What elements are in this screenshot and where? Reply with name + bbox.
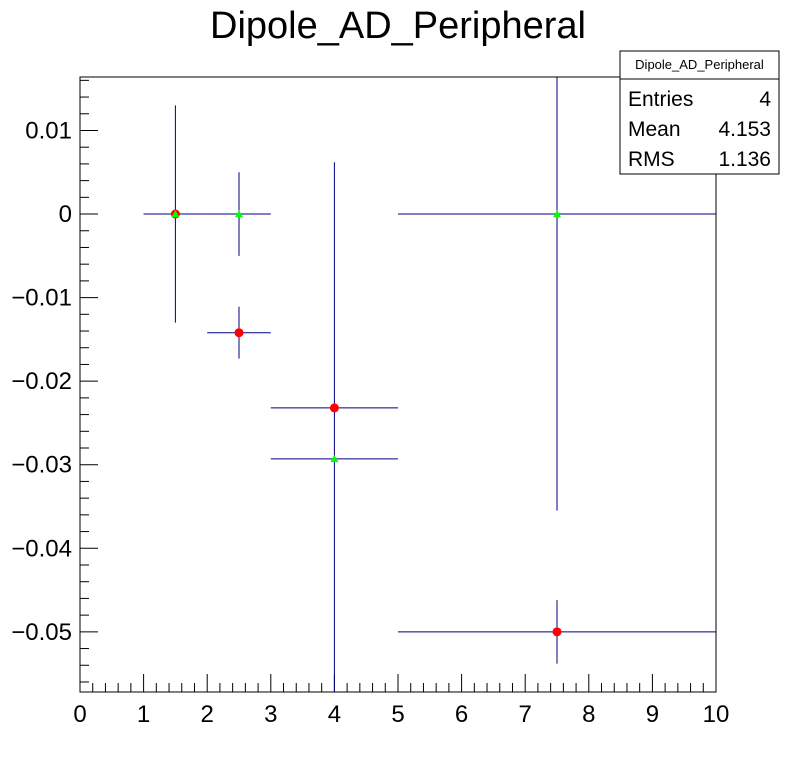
y-tick-label: 0: [59, 201, 72, 228]
y-tick-label: −0.03: [11, 452, 72, 479]
stats-rms-label: RMS: [628, 148, 675, 171]
circle-marker: [234, 328, 244, 338]
stats-mean-label: Mean: [628, 118, 681, 141]
x-tick-label: 9: [646, 701, 659, 728]
data-markers: [170, 209, 562, 637]
y-tick-label: −0.04: [11, 535, 72, 562]
stats-mean-value: 4.153: [718, 118, 771, 141]
x-tick-label: 5: [391, 701, 404, 728]
x-tick-label: 7: [519, 701, 532, 728]
circle-marker: [329, 403, 339, 413]
x-axis: 0 1 2 3 4 5 6 7 8 9 10: [73, 674, 729, 728]
triangle-marker: [553, 210, 561, 218]
circle-marker: [552, 627, 562, 637]
x-tick-label: 10: [703, 701, 730, 728]
y-tick-label: −0.05: [11, 619, 72, 646]
triangle-marker: [330, 454, 339, 463]
triangle-marker: [171, 210, 180, 218]
stats-rms-value: 1.136: [718, 148, 771, 171]
stats-entries-value: 4: [759, 88, 771, 111]
x-tick-label: 6: [455, 701, 468, 728]
stats-box-title: Dipole_AD_Peripheral: [635, 57, 764, 72]
x-tick-label: 1: [137, 701, 150, 728]
x-tick-label: 0: [73, 701, 86, 728]
stats-box: Dipole_AD_Peripheral Entries 4 Mean 4.15…: [619, 50, 780, 175]
chart-title: Dipole_AD_Peripheral: [210, 5, 586, 47]
y-tick-label: 0.01: [25, 117, 72, 144]
triangle-marker: [235, 210, 243, 218]
x-tick-label: 2: [201, 701, 214, 728]
stats-entries-label: Entries: [628, 88, 693, 111]
y-tick-label: −0.01: [11, 285, 72, 312]
stats-box-frame: [619, 50, 780, 175]
x-tick-label: 4: [328, 701, 341, 728]
x-tick-label: 3: [264, 701, 277, 728]
y-axis: 0.01 0 −0.01 −0.02 −0.03 −0.04 −0.05: [11, 79, 98, 683]
x-tick-label: 8: [582, 701, 595, 728]
y-tick-label: −0.02: [11, 368, 72, 395]
